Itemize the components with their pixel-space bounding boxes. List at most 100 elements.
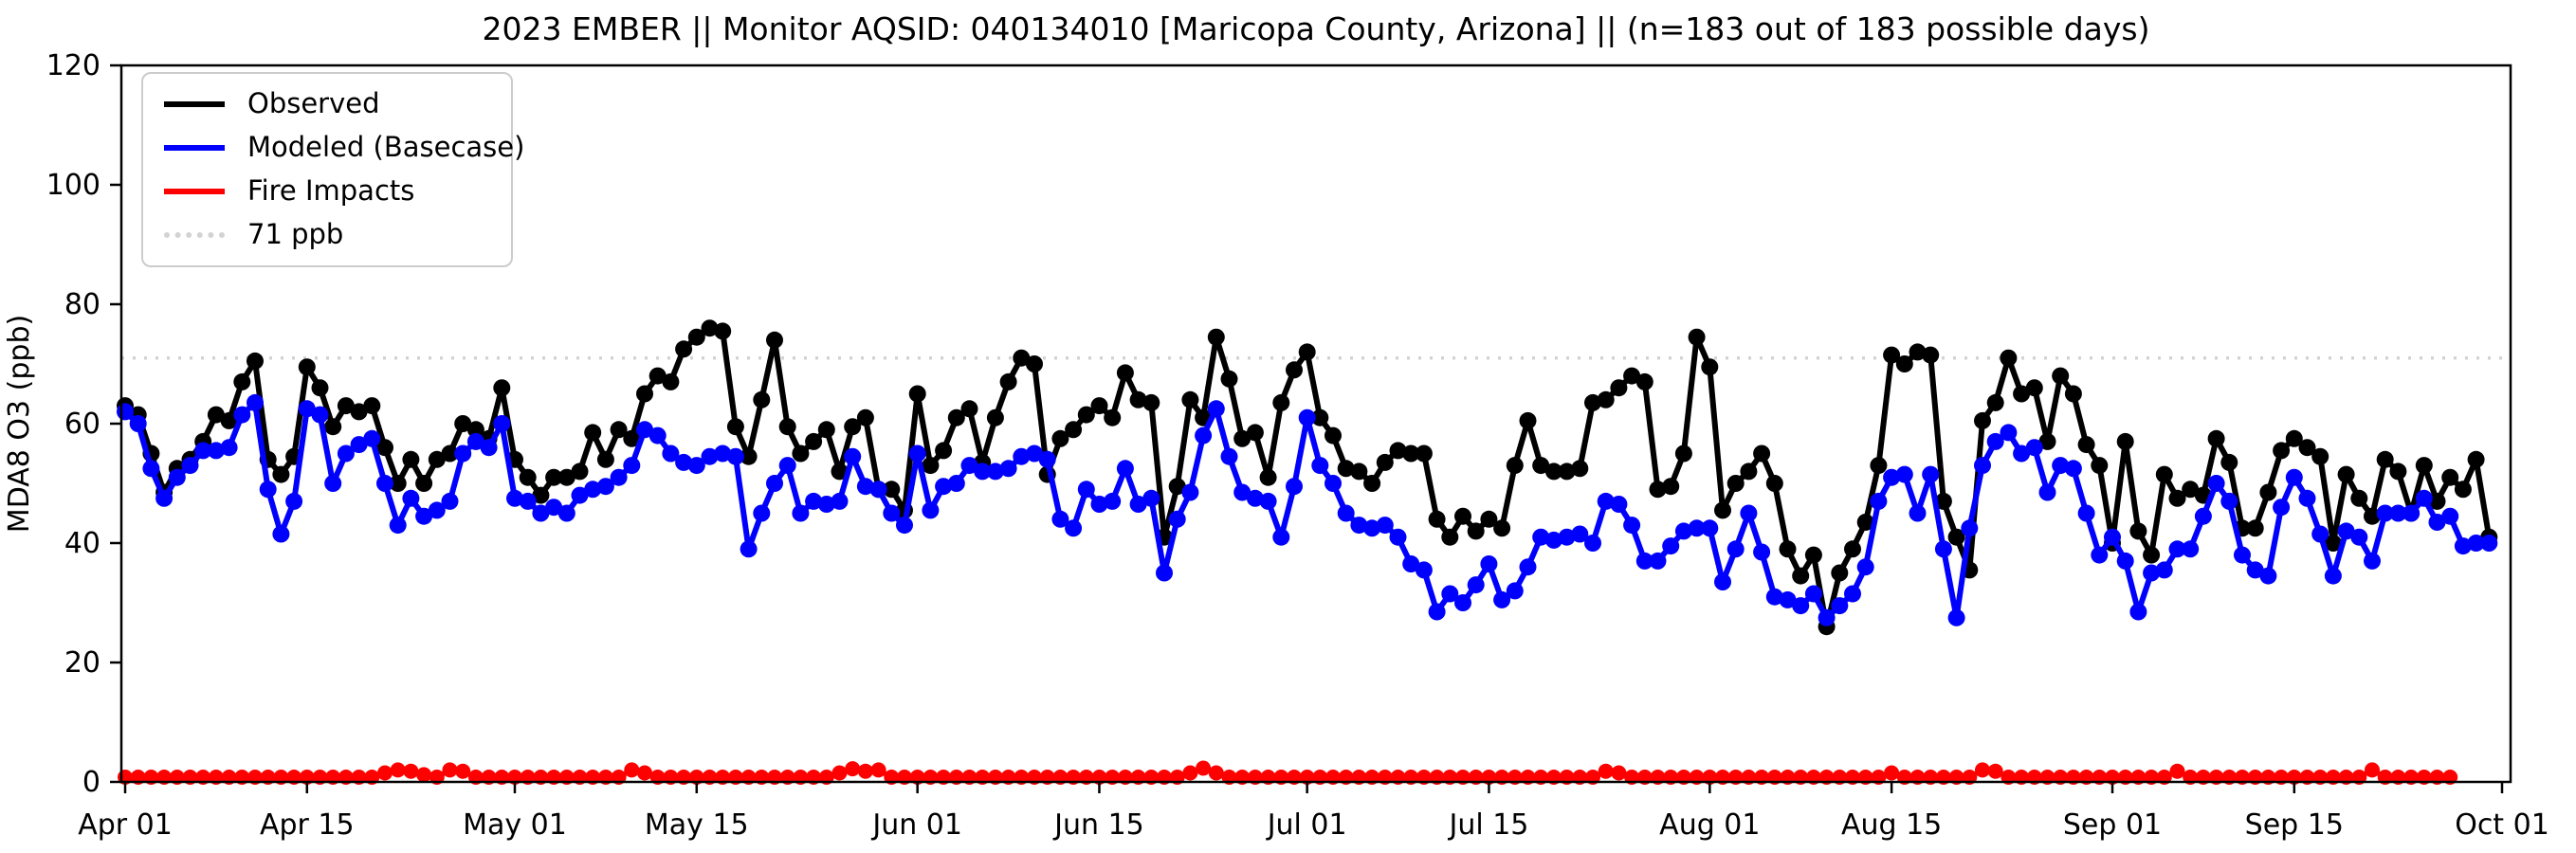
threshold-line-swatch [164,231,225,238]
data-point [415,507,433,525]
data-point [1909,343,1927,361]
data-point [233,406,251,424]
data-point [390,762,406,778]
data-point [1013,349,1031,367]
data-point [557,504,575,522]
data-point [908,385,926,403]
y-tick-label: 20 [64,646,100,680]
data-point [2000,349,2018,367]
data-point [2052,457,2070,475]
data-point [350,403,368,421]
data-point [377,765,393,781]
data-point [324,475,342,492]
data-point [766,331,783,349]
x-tick-label: Aug 01 [1659,808,1760,842]
data-point [960,400,978,418]
x-tick-label: Jun 15 [1052,808,1144,842]
data-point [1818,608,1836,626]
data-point [376,475,393,492]
data-point [857,763,873,779]
data-point [2194,507,2212,525]
data-point [792,504,810,522]
y-tick-label: 100 [46,169,100,202]
data-point [2013,445,2031,463]
data-point [1975,762,1990,778]
data-point [2168,540,2186,558]
data-point [2052,367,2070,385]
data-point [1558,463,1576,481]
data-point [2129,522,2147,540]
data-point [1544,463,1562,481]
data-point [2143,546,2161,564]
data-point [1454,507,1471,525]
data-point [1726,540,1745,558]
data-point [649,426,667,445]
data-point [1389,442,1407,460]
data-point [1389,528,1407,546]
data-point [1662,478,1680,496]
data-point [2365,762,2380,778]
x-tick-label: Jun 01 [870,808,962,842]
data-point [1856,514,1874,531]
data-point [1493,590,1511,608]
data-point [844,418,862,436]
data-point [1168,478,1186,496]
data-point [2169,763,2185,779]
data-point [493,379,511,397]
data-point [1325,475,1342,492]
data-point [1831,564,1849,582]
data-point [1181,390,1199,408]
data-point [2389,504,2407,522]
data-point [831,492,849,510]
data-point [2350,489,2368,507]
data-point [1104,408,1122,426]
legend-item-modeled: Modeled (Basecase) [164,132,524,163]
data-point [2129,603,2147,621]
data-point [1895,465,1913,483]
data-point [1298,343,1316,361]
x-tick-label: Aug 15 [1841,808,1942,842]
data-point [1168,510,1186,528]
data-point [1611,765,1627,781]
data-point [1259,468,1277,486]
data-point [986,408,1004,426]
data-point [1298,408,1316,426]
data-point [363,429,381,447]
data-point [1883,468,1901,486]
x-tick-label: May 01 [463,808,567,842]
y-tick-label: 60 [64,408,100,441]
data-point [1051,429,1069,447]
data-point [1142,393,1160,411]
data-point [415,475,433,492]
data-point [596,478,614,496]
data-point [441,492,459,510]
data-point [1156,564,1173,582]
data-point [1441,585,1459,603]
data-point [1506,582,1524,600]
data-point [247,393,264,411]
data-point [1714,501,1731,519]
x-tick-label: Sep 01 [2063,808,2162,842]
data-point [2337,465,2355,483]
data-point [181,457,199,475]
modeled-line-swatch [164,144,225,151]
data-point [2077,504,2095,522]
data-point [442,762,458,778]
data-point [2415,489,2433,507]
data-point [2155,561,2173,579]
data-point [389,475,407,492]
y-tick-label: 120 [46,49,100,82]
data-point [1376,517,1394,535]
data-point [714,445,732,463]
data-point [2376,450,2394,468]
data-point [675,453,693,471]
data-point [999,372,1017,390]
data-point [1909,504,1927,522]
data-point [2324,567,2342,585]
data-point [2104,528,2121,546]
data-point [1013,447,1031,465]
data-point [1740,463,1758,481]
data-point [2337,522,2355,540]
data-point [480,439,498,457]
data-point [428,501,446,519]
